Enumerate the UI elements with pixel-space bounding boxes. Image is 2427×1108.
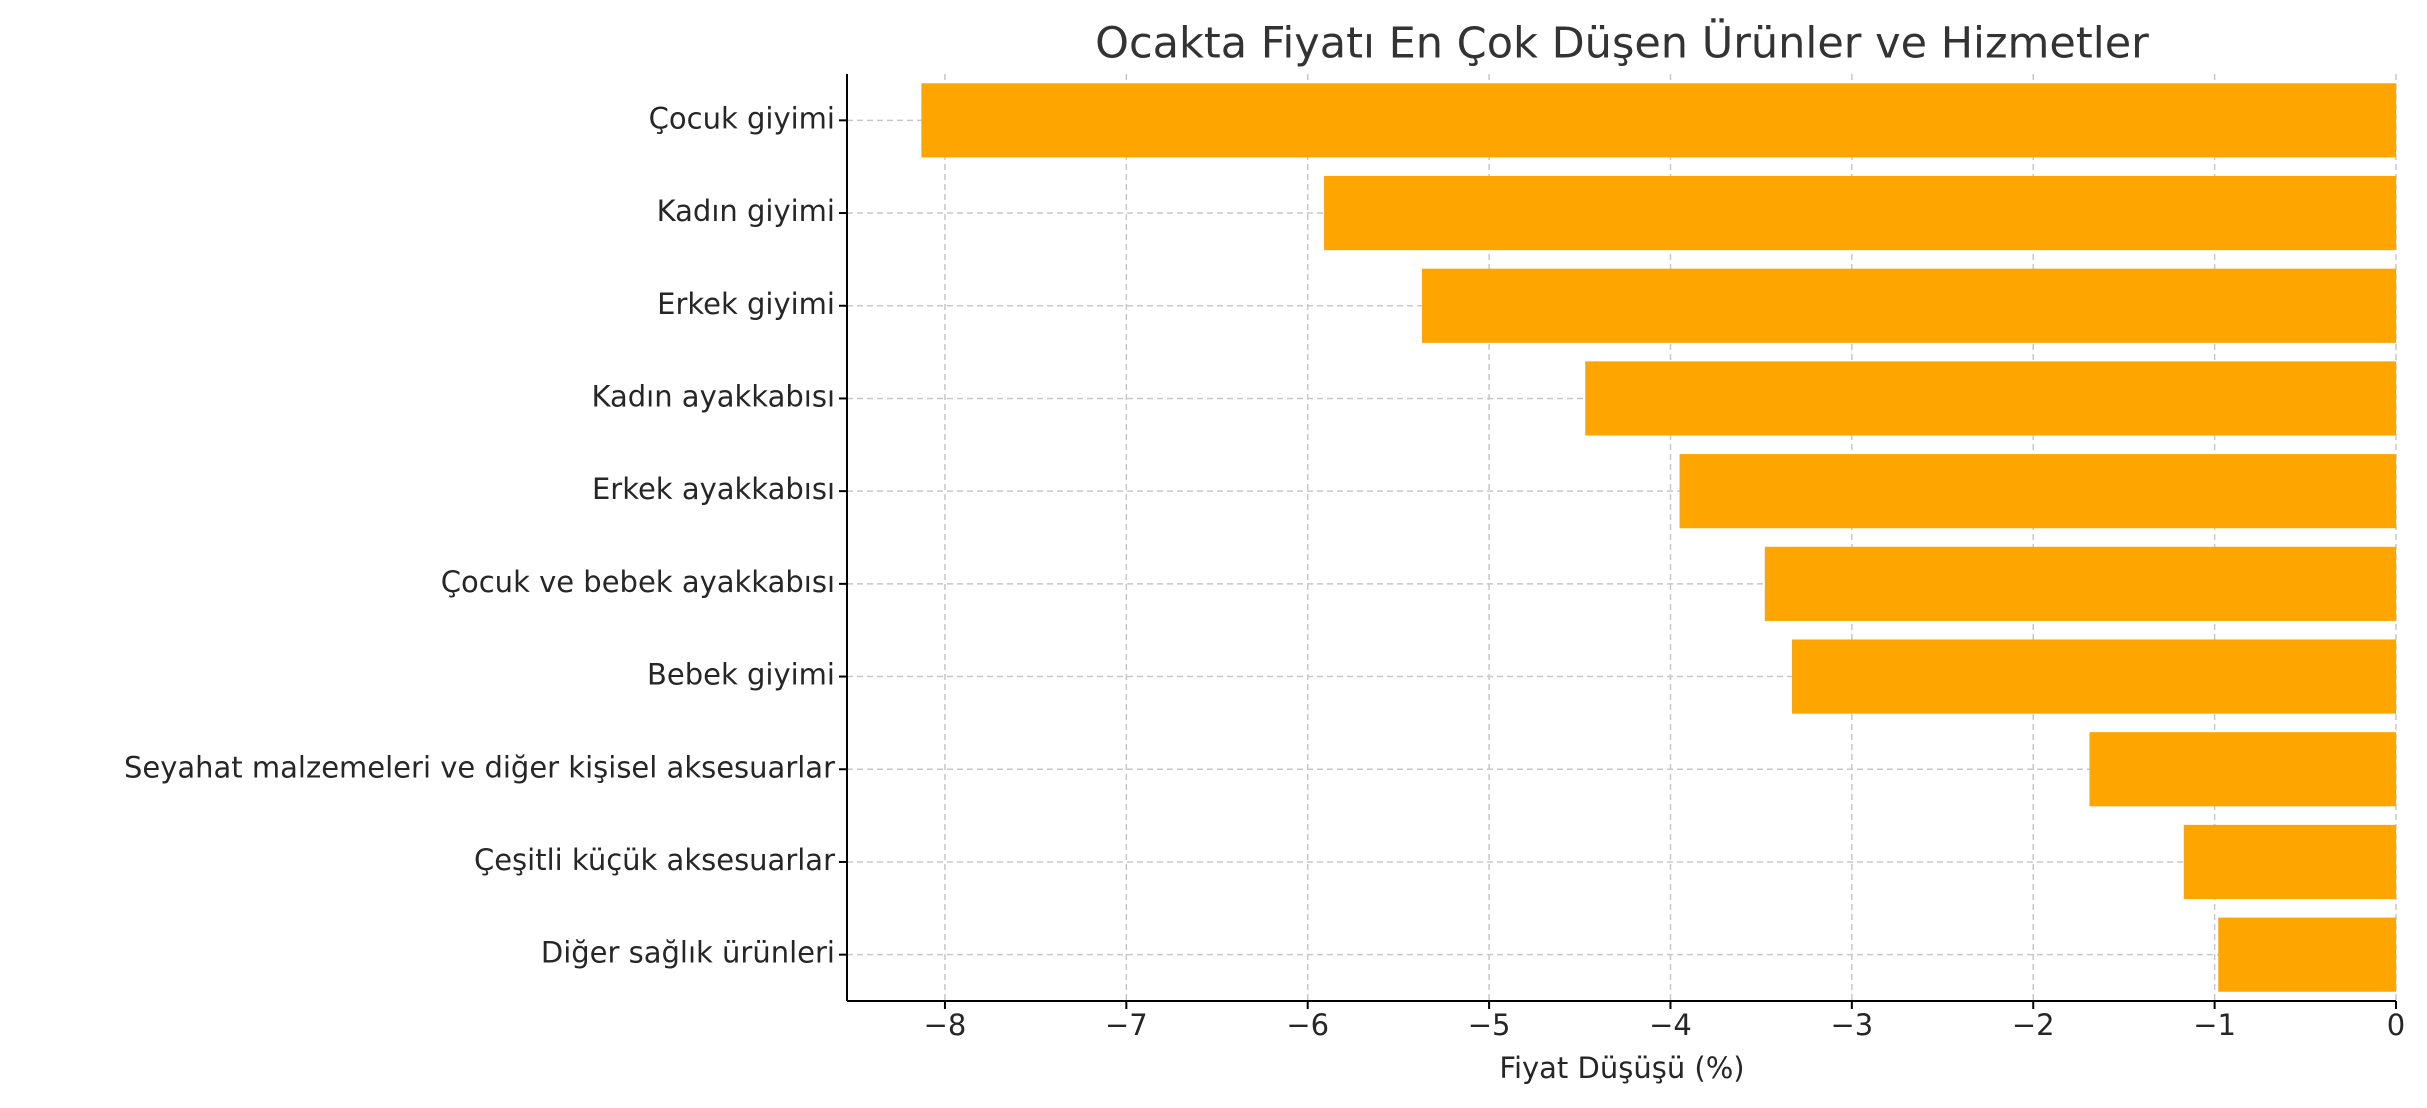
bar <box>2089 732 2396 807</box>
bar <box>1791 639 2396 714</box>
y-tick-label: Çeşitli küçük aksesuarlar <box>474 843 835 877</box>
x-tick-label: −7 <box>1105 1008 1148 1042</box>
x-tick-label: −5 <box>1468 1008 1511 1042</box>
bar <box>1421 268 2396 343</box>
y-tick-label: Kadın ayakkabısı <box>591 379 835 413</box>
y-tick-label: Çocuk ve bebek ayakkabısı <box>441 565 835 599</box>
y-tick-label: Bebek giyimi <box>647 658 835 692</box>
x-tick-label: −2 <box>2012 1008 2055 1042</box>
bar <box>2218 917 2396 992</box>
chart-title: Ocakta Fiyatı En Çok Düşen Ürünler ve Hi… <box>1095 18 2149 69</box>
y-tick-label: Diğer sağlık ürünleri <box>541 936 835 970</box>
bar <box>1679 454 2396 529</box>
bar <box>1585 361 2396 436</box>
y-tick-label: Kadın giyimi <box>657 194 835 228</box>
bar <box>921 83 2397 158</box>
x-tick-label: −1 <box>2193 1008 2236 1042</box>
x-tick-label: −8 <box>924 1008 967 1042</box>
bar <box>1324 175 2396 251</box>
y-tick-label: Erkek ayakkabısı <box>592 472 835 506</box>
x-tick-label: −3 <box>1830 1008 1873 1042</box>
x-tick-label: 0 <box>2387 1008 2405 1042</box>
x-tick-label: −4 <box>1649 1008 1692 1042</box>
y-tick-label: Erkek giyimi <box>657 287 835 321</box>
x-tick-label: −6 <box>1286 1008 1329 1042</box>
bar <box>1764 546 2396 621</box>
y-tick-label: Seyahat malzemeleri ve diğer kişisel aks… <box>124 750 835 784</box>
bar <box>2183 824 2396 900</box>
y-tick-label: Çocuk giyimi <box>649 101 835 135</box>
x-axis-label: Fiyat Düşüşü (%) <box>1499 1051 1744 1085</box>
